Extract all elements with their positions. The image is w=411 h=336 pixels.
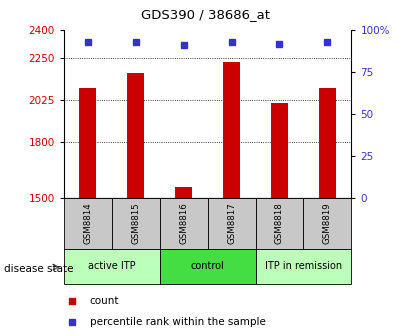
Text: GSM8817: GSM8817 xyxy=(227,203,236,244)
Bar xyxy=(303,198,351,249)
Bar xyxy=(64,249,159,284)
Bar xyxy=(64,198,112,249)
Bar xyxy=(223,62,240,198)
Text: GSM8818: GSM8818 xyxy=(275,203,284,244)
Bar xyxy=(271,103,288,198)
Text: GSM8819: GSM8819 xyxy=(323,203,332,244)
Bar xyxy=(319,88,336,198)
Bar xyxy=(112,198,159,249)
Bar xyxy=(208,198,256,249)
Text: disease state: disease state xyxy=(4,264,74,274)
Text: percentile rank within the sample: percentile rank within the sample xyxy=(90,317,266,327)
Text: GSM8815: GSM8815 xyxy=(131,203,140,244)
Text: GSM8814: GSM8814 xyxy=(83,203,92,244)
Bar xyxy=(159,198,208,249)
Bar xyxy=(79,88,96,198)
Bar xyxy=(127,73,144,198)
Text: GSM8816: GSM8816 xyxy=(179,203,188,244)
Text: control: control xyxy=(191,261,224,271)
Bar xyxy=(256,249,351,284)
Text: count: count xyxy=(90,296,119,306)
Bar xyxy=(256,198,303,249)
Text: active ITP: active ITP xyxy=(88,261,136,271)
Text: ITP in remission: ITP in remission xyxy=(265,261,342,271)
Bar xyxy=(175,187,192,198)
Text: GDS390 / 38686_at: GDS390 / 38686_at xyxy=(141,8,270,22)
Bar xyxy=(159,249,256,284)
